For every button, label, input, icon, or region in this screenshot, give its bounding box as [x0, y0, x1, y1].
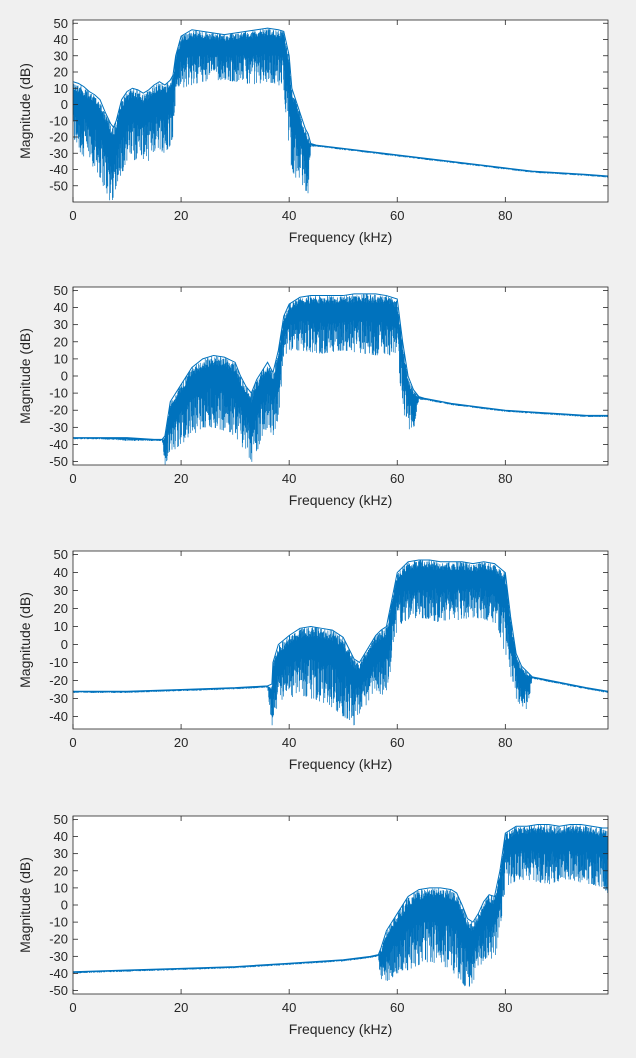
y-tick-label: 40 — [54, 565, 68, 580]
series-envelope — [73, 293, 608, 440]
x-axis-label: Frequency (kHz) — [289, 492, 392, 508]
y-tick-label: -40 — [49, 966, 68, 981]
y-tick-label: 0 — [61, 637, 68, 652]
y-tick-label: 20 — [54, 601, 68, 616]
x-tick-label: 0 — [69, 1000, 76, 1015]
y-tick-label: -50 — [49, 983, 68, 998]
axes-box — [72, 550, 609, 730]
x-tick-label: 80 — [498, 735, 512, 750]
y-tick-label: 30 — [54, 583, 68, 598]
y-tick-label: -20 — [49, 130, 68, 145]
x-axis-label: Frequency (kHz) — [289, 756, 392, 772]
subplot-2: 0 20 40 60 80 -50 -40 -30 -20 -10 0 10 20 30 40 50 Frequ… — [17, 283, 609, 508]
y-tick-label: 10 — [54, 880, 68, 895]
x-tick-label: 0 — [69, 471, 76, 486]
y-tick-label: 50 — [54, 812, 68, 827]
y-tick-label: -20 — [49, 673, 68, 688]
series-spectrum — [73, 28, 608, 201]
y-tick-label: 30 — [54, 317, 68, 332]
y-tick-label: 50 — [54, 283, 68, 298]
x-axis-label: Frequency (kHz) — [289, 1021, 392, 1037]
y-tick-label: -40 — [49, 437, 68, 452]
x-tick-label: 60 — [390, 735, 404, 750]
y-axis-label: Magnitude (dB) — [17, 592, 33, 688]
x-axis-label: Frequency (kHz) — [289, 229, 392, 245]
subplot-4: 0 20 40 60 80 -50 -40 -30 -20 -10 0 10 20 30 40 50 Frequ… — [17, 812, 609, 1037]
series-line — [73, 559, 608, 726]
x-tick-label: 60 — [390, 208, 404, 223]
x-tick-label: 20 — [174, 1000, 188, 1015]
y-tick-label: 0 — [61, 369, 68, 384]
y-tick-label: 10 — [54, 351, 68, 366]
series-envelope — [73, 824, 608, 973]
y-tick-label: -20 — [49, 403, 68, 418]
y-tick-label: 0 — [61, 898, 68, 913]
y-axis-label: Magnitude (dB) — [17, 63, 33, 159]
x-tick-label: 40 — [282, 1000, 296, 1015]
x-tick-label: 0 — [69, 208, 76, 223]
y-tick-label: -30 — [49, 949, 68, 964]
series-line — [73, 293, 608, 465]
series-envelope — [73, 559, 608, 692]
y-tick-label: -30 — [49, 420, 68, 435]
y-tick-label: 0 — [61, 97, 68, 112]
y-tick-label: -40 — [49, 709, 68, 724]
y-tick-label: 10 — [54, 81, 68, 96]
y-tick-label: 50 — [54, 547, 68, 562]
axes-background — [73, 551, 608, 729]
y-tick-label: -20 — [49, 932, 68, 947]
y-tick-label: -50 — [49, 178, 68, 193]
subplot-1: 0 20 40 60 80-50-40-30-20-1001020304050Frequ… — [17, 16, 609, 245]
series-line — [73, 824, 608, 987]
y-tick-label: -50 — [49, 454, 68, 469]
y-tick-label: 30 — [54, 846, 68, 861]
x-tick-label: 20 — [174, 208, 188, 223]
y-tick-label: -40 — [49, 162, 68, 177]
subplot-3: 0 20 40 60 80 -40 -30 -20 -10 0 10 20 30 40 50 Frequenc… — [17, 547, 609, 772]
series-envelope — [73, 27, 608, 177]
x-tick-label: 60 — [390, 471, 404, 486]
y-tick-label: -30 — [49, 146, 68, 161]
x-tick-label: 40 — [282, 471, 296, 486]
y-tick-label: 20 — [54, 863, 68, 878]
y-tick-label: 30 — [54, 48, 68, 63]
x-tick-label: 0 — [69, 735, 76, 750]
y-tick-label: 10 — [54, 619, 68, 634]
x-tick-label: 20 — [174, 471, 188, 486]
x-tick-label: 40 — [282, 208, 296, 223]
y-tick-label: 50 — [54, 16, 68, 31]
series-line — [73, 27, 608, 201]
x-tick-label: 80 — [498, 1000, 512, 1015]
y-tick-label: -10 — [49, 915, 68, 930]
y-axis-label: Magnitude (dB) — [17, 328, 33, 424]
y-tick-label: 40 — [54, 32, 68, 47]
y-tick-label: 20 — [54, 334, 68, 349]
y-tick-label: -10 — [49, 113, 68, 128]
y-tick-label: 40 — [54, 300, 68, 315]
axes-box — [72, 19, 609, 203]
y-tick-label: 20 — [54, 65, 68, 80]
x-tick-label: 40 — [282, 735, 296, 750]
y-axis-label: Magnitude (dB) — [17, 857, 33, 953]
y-tick-label: 40 — [54, 829, 68, 844]
x-tick-label: 60 — [390, 1000, 404, 1015]
x-tick-label: 20 — [174, 735, 188, 750]
y-tick-label: -10 — [49, 655, 68, 670]
y-tick-label: -10 — [49, 386, 68, 401]
x-tick-label: 80 — [498, 471, 512, 486]
y-tick-label: -30 — [49, 691, 68, 706]
x-tick-label: 80 — [498, 208, 512, 223]
